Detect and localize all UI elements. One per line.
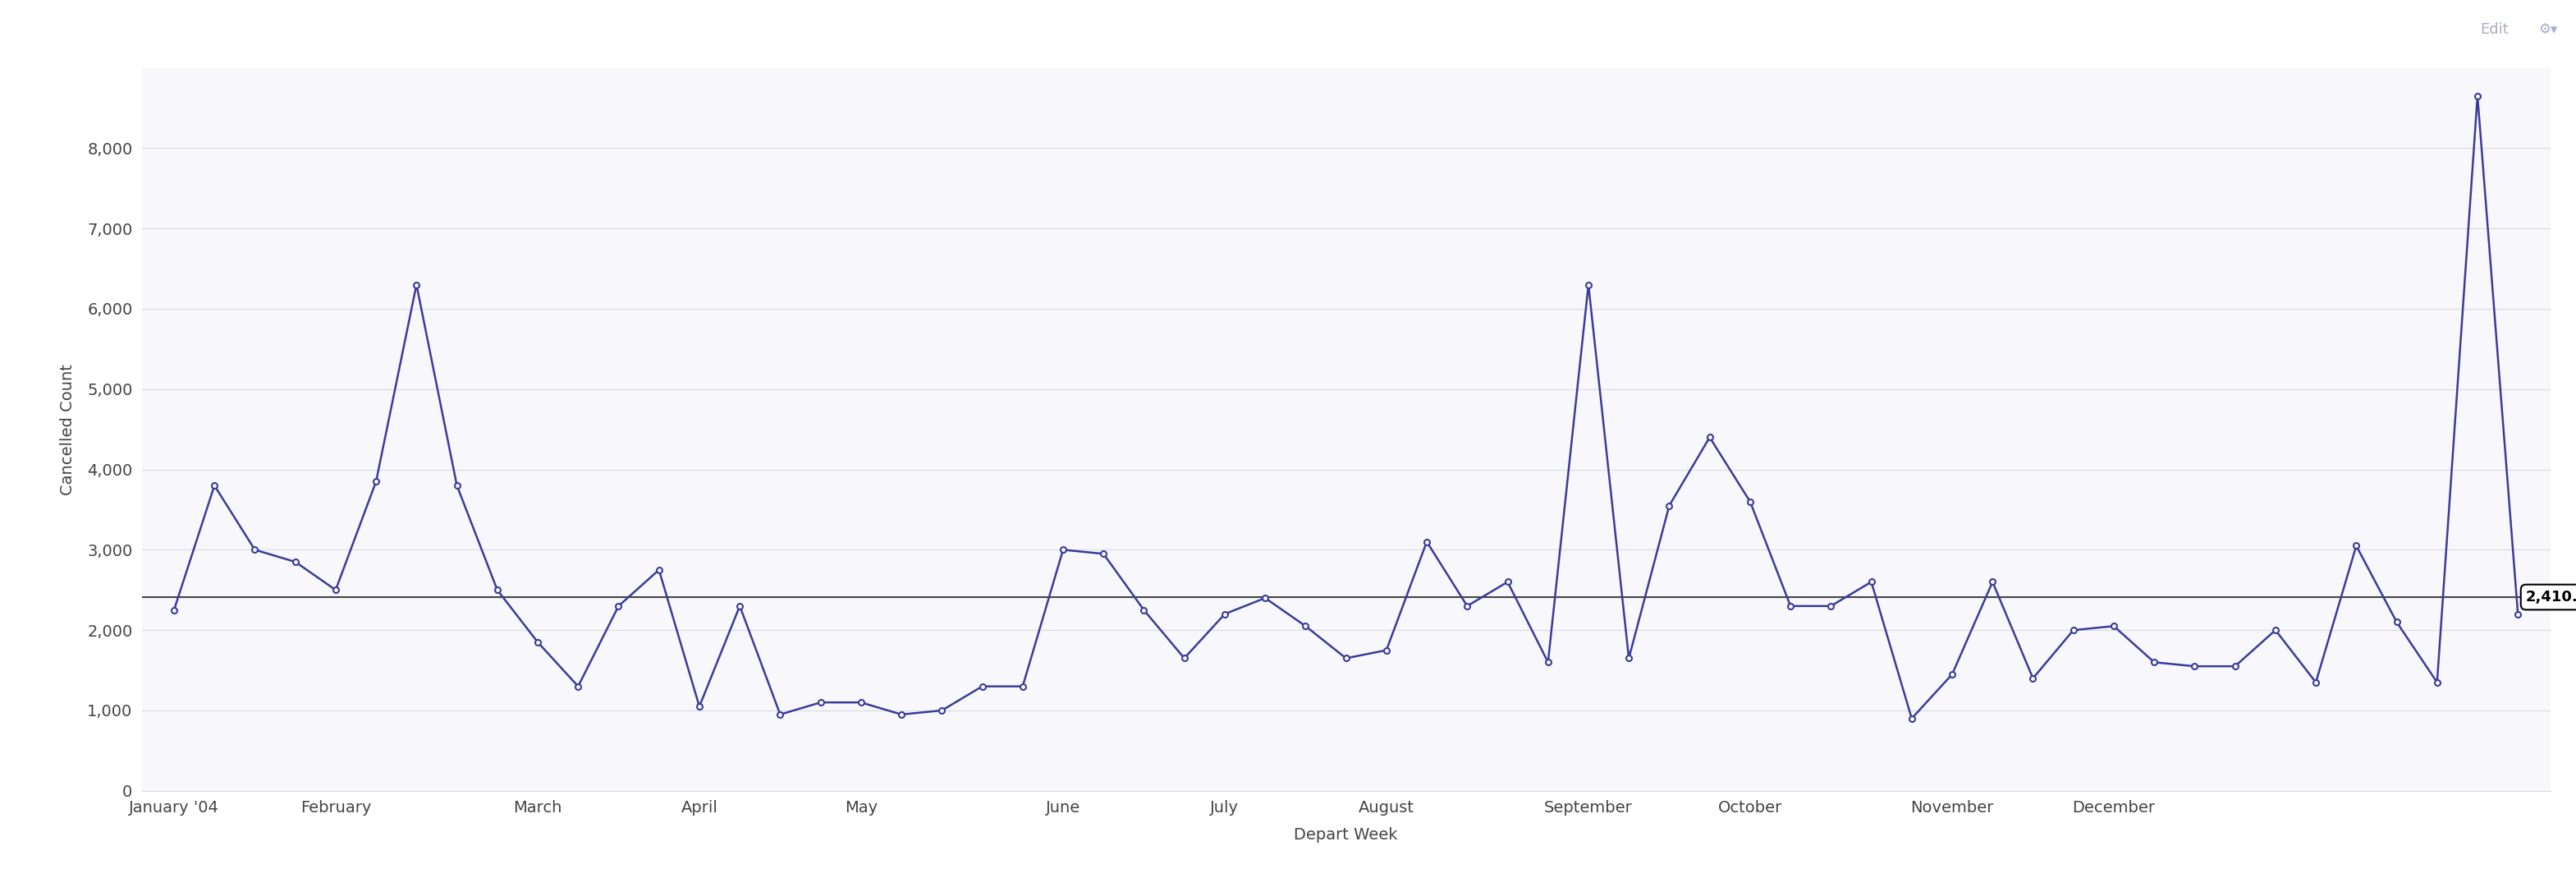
Text: ⚙▾: ⚙▾ — [2540, 22, 2558, 37]
Text: Edit: Edit — [2481, 22, 2509, 37]
Text: Visualization: Visualization — [57, 22, 193, 37]
Text: ▼: ▼ — [31, 22, 44, 37]
X-axis label: Depart Week: Depart Week — [1293, 827, 1399, 843]
Text: 2,410.51: 2,410.51 — [2527, 590, 2576, 605]
Y-axis label: Cancelled Count: Cancelled Count — [59, 363, 75, 495]
